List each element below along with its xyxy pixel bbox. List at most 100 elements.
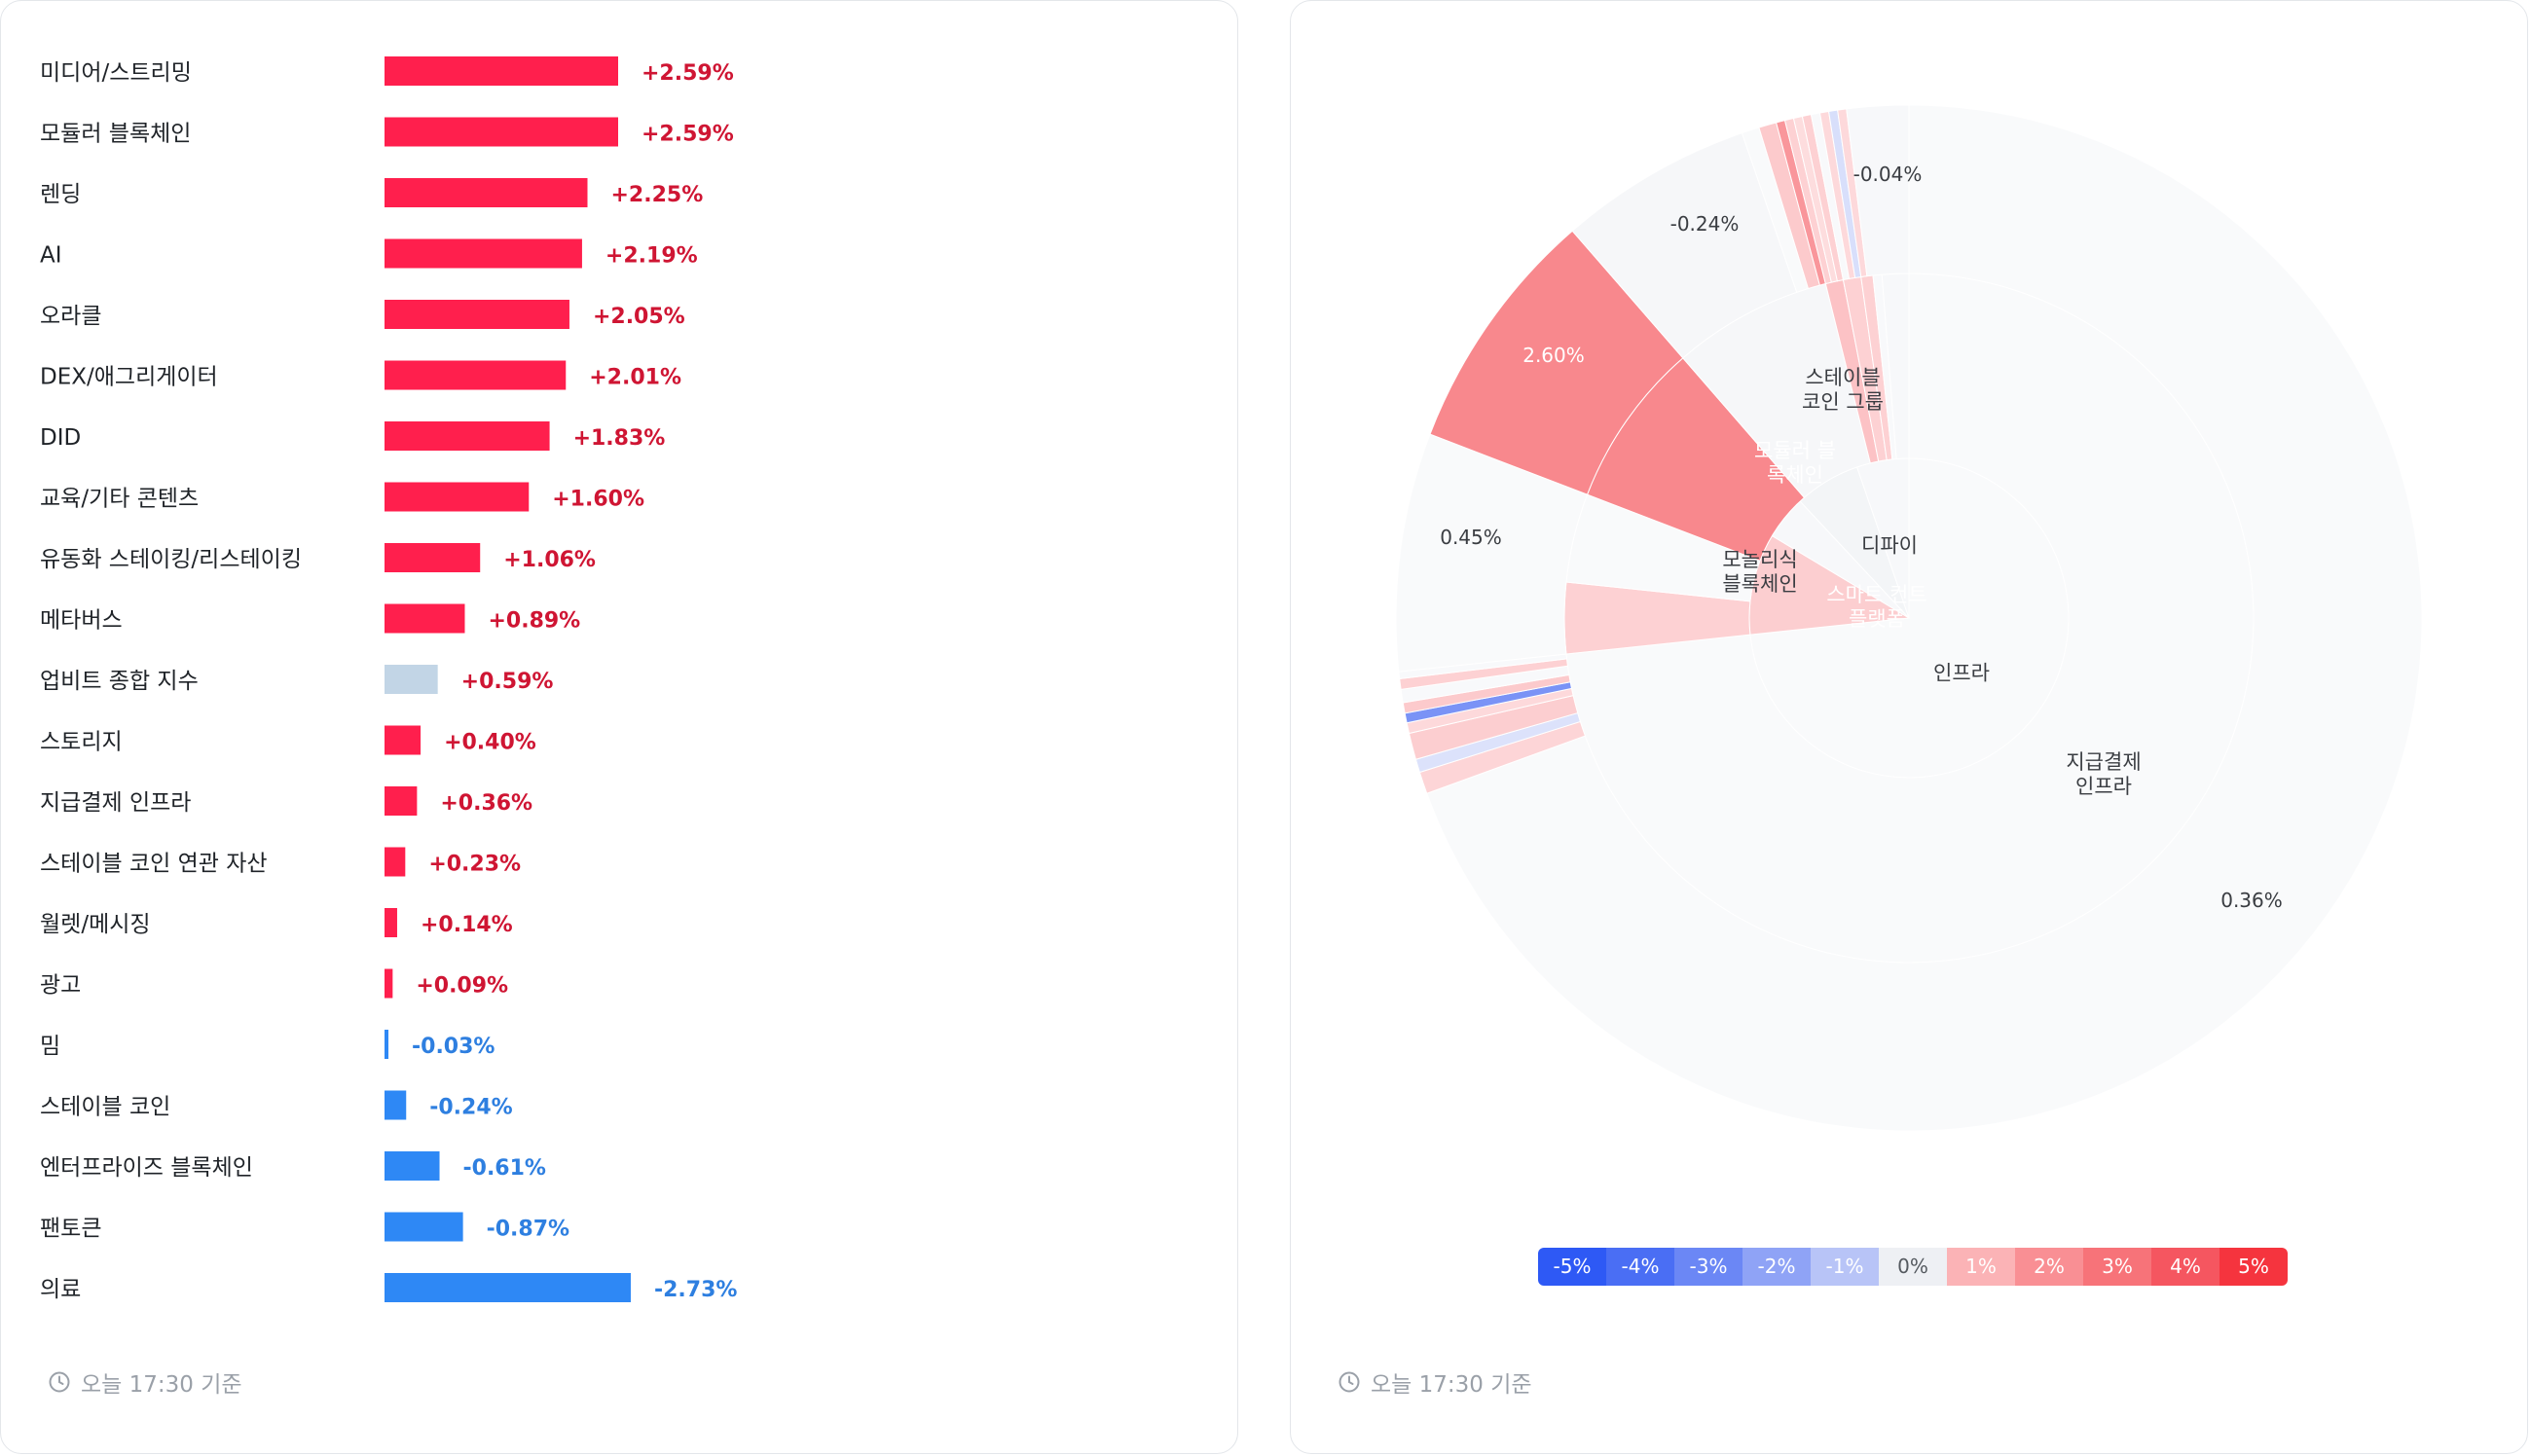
bar[interactable] <box>385 56 618 86</box>
color-scale-cell: 2% <box>2015 1248 2083 1286</box>
category-label: 메타버스 <box>40 608 123 634</box>
sunburst-label-middle: 지급결제 인프라 <box>2066 750 2141 798</box>
bar[interactable] <box>385 603 465 634</box>
bar-value-label: -0.24% <box>429 1096 512 1120</box>
sunburst-label-middle: 스테이블 코인 그룹 <box>1802 366 1884 414</box>
category-label: 스테이블 코인 <box>40 1095 170 1120</box>
bar[interactable] <box>385 421 550 451</box>
bar-value-label: +1.06% <box>503 548 596 572</box>
category-label: 유동화 스테이킹/리스테이킹 <box>40 547 302 572</box>
bar-row[interactable]: 의료 -2.73% <box>40 1273 737 1302</box>
clock-icon <box>48 1370 71 1394</box>
bar-value-label: +2.19% <box>605 244 698 269</box>
color-scale-cell: 5% <box>2219 1248 2288 1286</box>
sunburst-value-label: 0.36% <box>2220 889 2283 912</box>
bar-row[interactable]: 스토리지 +0.40% <box>40 725 536 755</box>
category-label: 스테이블 코인 연관 자산 <box>40 852 268 877</box>
bar-value-label: +0.89% <box>488 609 580 634</box>
bar[interactable] <box>385 117 618 147</box>
sunburst-value-label: -0.04% <box>1853 163 1923 186</box>
bar-row[interactable]: AI +2.19% <box>40 238 698 269</box>
bar-row[interactable]: 유동화 스테이킹/리스테이킹 +1.06% <box>40 543 596 572</box>
bar[interactable] <box>385 968 393 999</box>
sunburst-label-inner: 디파이 <box>1861 533 1918 557</box>
color-scale-cell: -3% <box>1674 1248 1742 1286</box>
sector-bar-chart-card: 미디어/스트리밍 +2.59% 모듈러 블록체인 +2.59% 렌딩 +2.25% AI +2… <box>0 0 1238 1454</box>
sunburst-label-inner: 인프라 <box>1933 661 1990 684</box>
sunburst-segment-outer[interactable] <box>1426 104 2423 1132</box>
bar-row[interactable]: 오라클 +2.05% <box>40 300 685 329</box>
bar-value-label: -0.61% <box>463 1156 546 1181</box>
sunburst-value-label: 0.45% <box>1440 526 1502 549</box>
bar-value-label: +0.14% <box>421 913 513 937</box>
bar-row[interactable]: 렌딩 +2.25% <box>40 178 703 207</box>
category-label: DID <box>40 425 81 451</box>
bar-value-label: -0.87% <box>487 1218 569 1242</box>
bar-value-label: +1.60% <box>552 488 644 512</box>
bar[interactable] <box>385 178 588 207</box>
bar-row[interactable]: 엔터프라이즈 블록체인 -0.61% <box>40 1151 546 1181</box>
clock-icon <box>1338 1370 1361 1394</box>
category-label: 모듈러 블록체인 <box>40 122 191 147</box>
color-scale-cell: 0% <box>1879 1248 1947 1286</box>
bar-row[interactable]: 스테이블 코인 연관 자산 +0.23% <box>40 847 521 877</box>
bar[interactable] <box>385 1151 440 1181</box>
category-label: DEX/애그리게이터 <box>40 365 218 390</box>
sunburst-value-label: 2.60% <box>1522 344 1585 367</box>
category-label: 팬토큰 <box>40 1217 101 1242</box>
bar[interactable] <box>385 665 438 694</box>
bar[interactable] <box>385 360 567 390</box>
bar[interactable] <box>385 1090 407 1120</box>
bar[interactable] <box>385 1030 388 1059</box>
color-scale-cell: 3% <box>2083 1248 2151 1286</box>
bar-row[interactable]: 모듈러 블록체인 +2.59% <box>40 117 734 147</box>
color-scale-cell: -2% <box>1742 1248 1811 1286</box>
category-label: 밈 <box>40 1034 60 1059</box>
bar-row[interactable]: 밈 -0.03% <box>40 1030 495 1059</box>
sector-bar-chart: 미디어/스트리밍 +2.59% 모듈러 블록체인 +2.59% 렌딩 +2.25% AI +2… <box>40 56 737 1302</box>
sunburst-value-label: -0.24% <box>1670 212 1740 236</box>
timestamp-text: 오늘 17:30 기준 <box>81 1372 242 1398</box>
bar-row[interactable]: DID +1.83% <box>40 421 665 451</box>
bar[interactable] <box>385 847 406 877</box>
sunburst-segment-outer[interactable] <box>1846 104 1910 277</box>
category-label: 의료 <box>40 1277 81 1302</box>
update-timestamp: 오늘 17:30 기준 <box>48 1365 242 1399</box>
bar-value-label: +2.05% <box>593 305 685 329</box>
bar[interactable] <box>385 238 582 269</box>
bar-row[interactable]: 미디어/스트리밍 +2.59% <box>40 56 734 86</box>
bar-row[interactable]: 월렛/메시징 +0.14% <box>40 908 513 937</box>
bar-row[interactable]: 메타버스 +0.89% <box>40 603 580 634</box>
bar[interactable] <box>385 482 530 512</box>
bar-row[interactable]: DEX/애그리게이터 +2.01% <box>40 360 681 390</box>
bar[interactable] <box>385 908 397 937</box>
bar-row[interactable]: 업비트 종합 지수 +0.59% <box>40 665 553 694</box>
category-label: 교육/기타 콘텐츠 <box>40 487 199 512</box>
bar[interactable] <box>385 1212 463 1242</box>
sunburst-label-middle: 모놀리식 블록체인 <box>1722 548 1797 596</box>
bar[interactable] <box>385 543 481 572</box>
bar-row[interactable]: 교육/기타 콘텐츠 +1.60% <box>40 482 644 512</box>
category-label: 엔터프라이즈 블록체인 <box>40 1155 253 1181</box>
bar-value-label: +2.25% <box>610 183 703 207</box>
timestamp-text: 오늘 17:30 기준 <box>1371 1372 1532 1398</box>
bar-row[interactable]: 광고 +0.09% <box>40 968 508 999</box>
bar-row[interactable]: 팬토큰 -0.87% <box>40 1212 569 1242</box>
bar-row[interactable]: 지급결제 인프라 +0.36% <box>40 786 532 816</box>
category-label: 광고 <box>40 973 81 999</box>
update-timestamp: 오늘 17:30 기준 <box>1338 1365 1532 1399</box>
bar[interactable] <box>385 300 569 329</box>
category-label: 지급결제 인프라 <box>40 790 191 816</box>
bar-value-label: +0.59% <box>461 670 554 694</box>
bar-value-label: -2.73% <box>654 1278 737 1302</box>
bar-value-label: +2.59% <box>642 61 734 86</box>
bar-row[interactable]: 스테이블 코인 -0.24% <box>40 1090 513 1120</box>
bar[interactable] <box>385 786 418 816</box>
bar-value-label: +2.59% <box>642 123 734 147</box>
color-scale-cell: 1% <box>1947 1248 2015 1286</box>
category-label: 렌딩 <box>40 182 81 207</box>
bar[interactable] <box>385 1273 631 1302</box>
category-label: 월렛/메시징 <box>40 912 151 937</box>
bar[interactable] <box>385 725 422 755</box>
